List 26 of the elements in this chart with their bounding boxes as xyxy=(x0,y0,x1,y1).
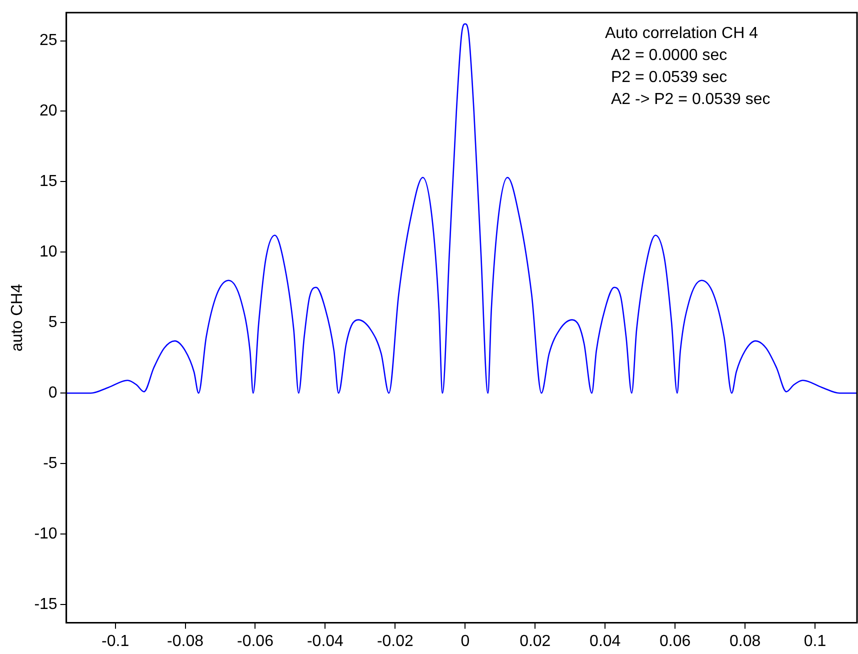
x-tick-label: -0.06 xyxy=(237,632,274,650)
annotation: A2 -> P2 = 0.0539 sec xyxy=(611,91,770,108)
x-tick-label: 0.1 xyxy=(804,632,826,650)
x-tick-label: -0.1 xyxy=(102,632,130,650)
annotation: P2 = 0.0539 sec xyxy=(611,69,728,86)
y-tick-label: -5 xyxy=(43,454,58,472)
y-tick-label: 25 xyxy=(40,32,58,50)
x-tick-label: 0.02 xyxy=(520,632,551,650)
x-tick-label: 0.08 xyxy=(729,632,761,650)
y-tick-label: 15 xyxy=(40,173,58,190)
y-tick-label: -10 xyxy=(34,525,58,542)
line-series xyxy=(66,23,857,394)
y-tick-label: 20 xyxy=(40,102,58,120)
annotation: A2 = 0.0000 sec xyxy=(611,47,728,64)
x-tick-label: 0 xyxy=(460,632,470,650)
x-tick-label: 0.04 xyxy=(590,632,621,650)
y-tick-label: 0 xyxy=(48,384,58,402)
x-tick-label: -0.08 xyxy=(167,632,204,650)
y-axis-title: auto CH4 xyxy=(9,284,26,352)
x-tick-label: -0.04 xyxy=(306,632,344,650)
y-tick-label: -15 xyxy=(34,596,58,613)
y-tick-label: 5 xyxy=(48,314,58,332)
x-tick-label: -0.02 xyxy=(376,632,414,650)
annotation: Auto correlation CH 4 xyxy=(605,25,758,42)
x-tick-label: 0.06 xyxy=(660,632,691,650)
y-tick-label: 10 xyxy=(40,244,58,261)
